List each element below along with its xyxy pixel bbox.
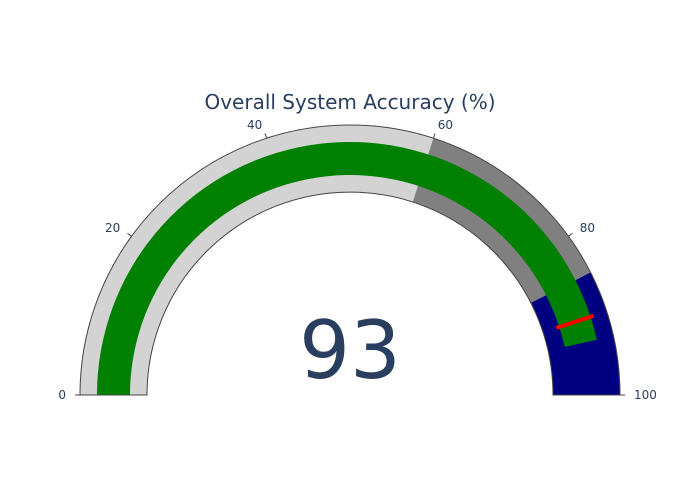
gauge-tick-label: 100 [634, 388, 657, 402]
gauge-tick-label: 0 [58, 388, 66, 402]
gauge-tick-label: 40 [247, 118, 262, 132]
gauge-tick-label: 60 [438, 118, 453, 132]
gauge-threshold-line [555, 313, 595, 330]
gauge-ticks: 0 20 40 60 80 100 [58, 118, 657, 402]
gauge-value-bar [97, 142, 597, 395]
gauge-tick-mark [432, 133, 436, 139]
gauge-tick-mark [127, 232, 132, 237]
gauge-threshold-layer [555, 313, 595, 330]
gauge-outline [79, 124, 621, 396]
gauge-value-text: 93 [299, 304, 401, 397]
gauge-tick-label: 20 [105, 221, 120, 235]
gauge-tick-label: 80 [580, 221, 595, 235]
gauge-tick-mark [568, 232, 573, 237]
chart-title: Overall System Accuracy (%) [204, 90, 495, 114]
gauge-tick-mark [264, 133, 268, 139]
gauge-border-layer [79, 124, 621, 396]
gauge-bar-layer [97, 142, 597, 395]
